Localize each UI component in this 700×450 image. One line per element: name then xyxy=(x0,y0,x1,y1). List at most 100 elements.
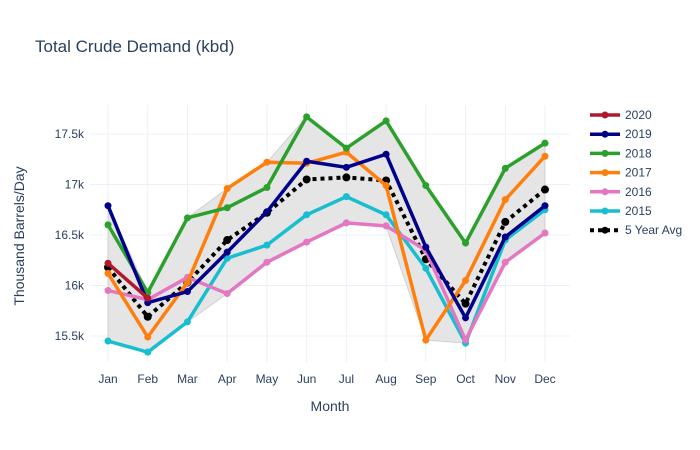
data-point xyxy=(303,211,311,219)
legend[interactable]: 2020 2019 2018 2017 2016 2015 5 Year Avg xyxy=(590,108,682,237)
legend-marker xyxy=(601,149,609,157)
data-point xyxy=(462,276,470,284)
data-point xyxy=(223,204,231,212)
x-tick-label: Feb xyxy=(137,372,158,386)
data-point xyxy=(541,152,549,160)
data-point xyxy=(462,314,470,322)
data-point xyxy=(104,287,112,295)
data-point xyxy=(144,294,152,302)
series-2019 xyxy=(104,150,549,322)
legend-label: 2016 xyxy=(625,185,652,199)
x-tick-label: May xyxy=(256,372,279,386)
legend-item[interactable]: 2018 xyxy=(590,146,652,160)
data-point xyxy=(422,182,430,190)
data-point xyxy=(144,333,152,341)
legend-label: 2015 xyxy=(625,204,652,218)
series-line xyxy=(106,114,546,297)
data-point xyxy=(183,318,191,326)
y-tick-label: 17.5k xyxy=(55,127,85,141)
x-tick-label: Oct xyxy=(456,372,475,386)
data-point xyxy=(104,202,112,210)
data-point xyxy=(104,221,112,229)
legend-item[interactable]: 5 Year Avg xyxy=(590,223,682,237)
x-tick-label: Mar xyxy=(177,372,198,386)
x-tick-label: Jul xyxy=(339,372,354,386)
data-point xyxy=(223,248,231,256)
legend-label: 2019 xyxy=(625,127,652,141)
legend-item[interactable]: 2016 xyxy=(590,185,652,199)
y-tick-label: 16k xyxy=(65,279,85,293)
series-2018 xyxy=(104,113,549,297)
series-line xyxy=(106,261,149,300)
legend-marker xyxy=(601,169,609,177)
x-tick-label: Dec xyxy=(534,372,555,386)
legend-label: 2018 xyxy=(625,146,652,160)
data-point xyxy=(104,259,112,267)
series-line xyxy=(107,221,547,345)
series-2016 xyxy=(104,219,549,345)
x-axis-label: Month xyxy=(311,398,350,414)
x-tick-label: Nov xyxy=(495,372,516,386)
legend-marker xyxy=(601,188,609,196)
y-tick-label: 17k xyxy=(65,178,85,192)
data-point xyxy=(303,157,311,165)
legend-item[interactable]: 2015 xyxy=(590,204,652,218)
legend-label: 5 Year Avg xyxy=(625,223,682,237)
data-point xyxy=(263,241,271,249)
x-tick-label: Jan xyxy=(98,372,117,386)
legend-label: 2020 xyxy=(625,108,652,122)
data-point xyxy=(263,184,271,192)
data-point xyxy=(541,229,549,237)
data-point xyxy=(382,222,390,230)
range-band xyxy=(107,116,546,353)
y-axis-label: Thousand Barrels/Day xyxy=(11,166,27,305)
data-point xyxy=(541,139,549,147)
data-point xyxy=(183,288,191,296)
legend-marker xyxy=(601,111,609,119)
data-point xyxy=(223,236,232,245)
legend-marker xyxy=(601,130,609,138)
data-point xyxy=(462,239,470,247)
data-point xyxy=(342,144,350,152)
data-point xyxy=(342,163,350,171)
x-tick-label: Apr xyxy=(218,372,237,386)
data-point xyxy=(183,214,191,222)
data-point xyxy=(223,185,231,193)
y-tick-label: 16.5k xyxy=(55,228,85,242)
data-point xyxy=(342,219,350,227)
x-tick-label: Sep xyxy=(415,372,437,386)
data-point xyxy=(263,158,271,166)
data-point xyxy=(143,312,152,321)
legend-marker xyxy=(601,226,609,234)
legend-item[interactable]: 2017 xyxy=(590,166,652,180)
data-point xyxy=(382,211,390,219)
data-point xyxy=(461,299,470,308)
data-point xyxy=(382,117,390,125)
data-point xyxy=(104,269,112,277)
data-point xyxy=(303,238,311,246)
data-point xyxy=(183,278,191,286)
legend-label: 2017 xyxy=(625,166,652,180)
data-point xyxy=(302,175,311,184)
data-point xyxy=(501,233,509,241)
data-point xyxy=(263,208,271,216)
x-tick-label: Jun xyxy=(297,372,316,386)
data-point xyxy=(501,217,510,226)
data-point xyxy=(104,337,112,345)
legend-item[interactable]: 2019 xyxy=(590,127,652,141)
legend-item[interactable]: 2020 xyxy=(590,108,652,122)
chart-title: Total Crude Demand (kbd) xyxy=(35,37,234,56)
series-2017 xyxy=(104,148,549,345)
data-point xyxy=(422,243,430,251)
data-point xyxy=(541,202,549,210)
data-point xyxy=(382,182,390,190)
data-point xyxy=(501,196,509,204)
data-point xyxy=(501,164,509,172)
data-point xyxy=(144,348,152,356)
series-2020 xyxy=(104,259,152,302)
data-point xyxy=(462,336,470,344)
data-point xyxy=(223,290,231,298)
data-point xyxy=(303,113,311,121)
data-point xyxy=(382,150,390,158)
